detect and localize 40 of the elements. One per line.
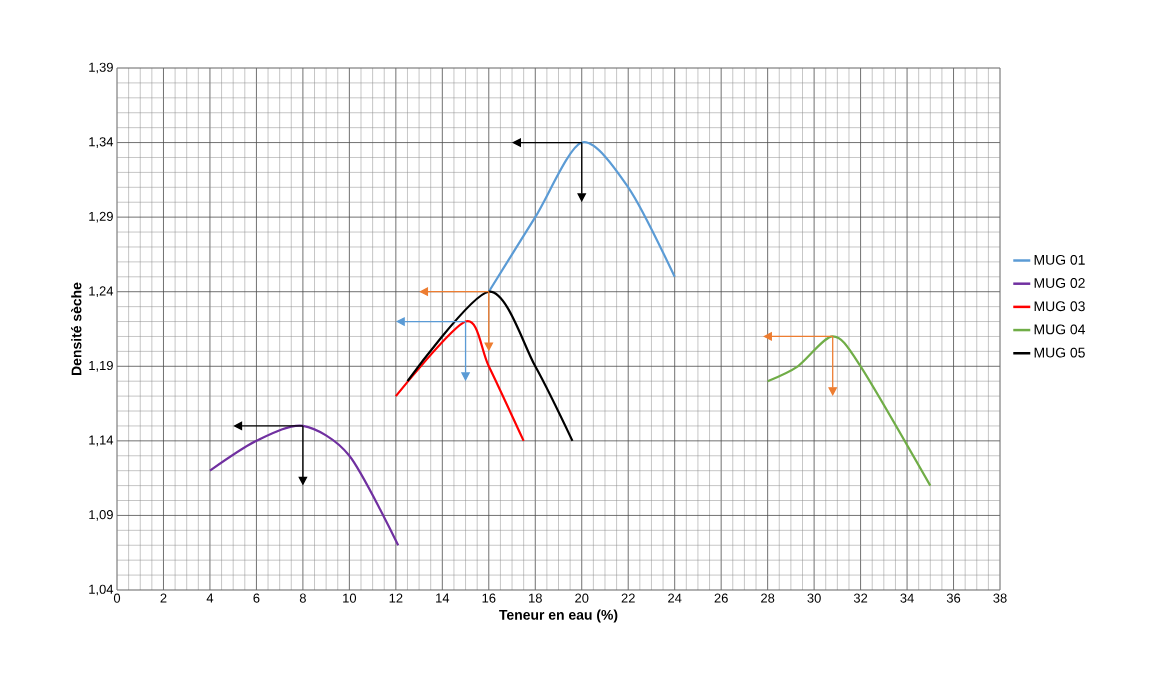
legend-label: MUG 01 <box>1034 254 1085 265</box>
y-tick-label: 1,24 <box>89 286 114 298</box>
x-tick-label: 36 <box>946 593 961 603</box>
x-axis-title: Teneur en eau (%) <box>499 609 618 623</box>
x-tick-label: 28 <box>761 593 775 603</box>
y-axis-title: Densité sèche <box>71 282 82 375</box>
x-tick-label: 38 <box>993 593 1007 603</box>
y-tick-label: 1,39 <box>89 62 113 74</box>
x-tick-label: 26 <box>714 593 728 603</box>
y-tick-label: 1,09 <box>89 510 113 521</box>
line-series <box>208 424 400 547</box>
x-tick-label: 24 <box>668 593 682 603</box>
legend-label: MUG 05 <box>1034 347 1085 358</box>
line-series <box>766 335 932 487</box>
x-tick-label: 4 <box>206 593 214 603</box>
x-tick-label: 18 <box>529 593 542 603</box>
line-series <box>406 290 574 442</box>
x-tick-label: 20 <box>575 593 589 603</box>
x-tick-label: 34 <box>900 593 914 603</box>
legend-label: MUG 03 <box>1034 301 1085 312</box>
x-tick-label: 14 <box>436 593 450 603</box>
y-tick-label: 1,34 <box>89 137 114 148</box>
x-tick-label: 22 <box>621 593 635 603</box>
line-series <box>394 320 525 442</box>
y-tick-label: 1,14 <box>89 435 114 447</box>
x-tick-label: 2 <box>160 593 167 603</box>
x-tick-label: 0 <box>113 593 121 603</box>
x-tick-label: 32 <box>853 593 868 603</box>
x-tick-label: 6 <box>253 593 260 603</box>
y-tick-label: 1,29 <box>89 211 113 223</box>
x-tick-label: 10 <box>343 593 357 603</box>
legend-label: MUG 02 <box>1034 278 1085 288</box>
x-tick-label: 8 <box>299 593 306 603</box>
y-tick-label: 1,04 <box>89 584 114 596</box>
x-tick-label: 30 <box>807 593 821 603</box>
y-tick-label: 1,19 <box>89 360 113 372</box>
line-series <box>487 141 676 293</box>
x-tick-label: 12 <box>389 593 403 603</box>
x-tick-label: 16 <box>482 593 496 603</box>
legend-label: MUG 04 <box>1034 324 1086 335</box>
